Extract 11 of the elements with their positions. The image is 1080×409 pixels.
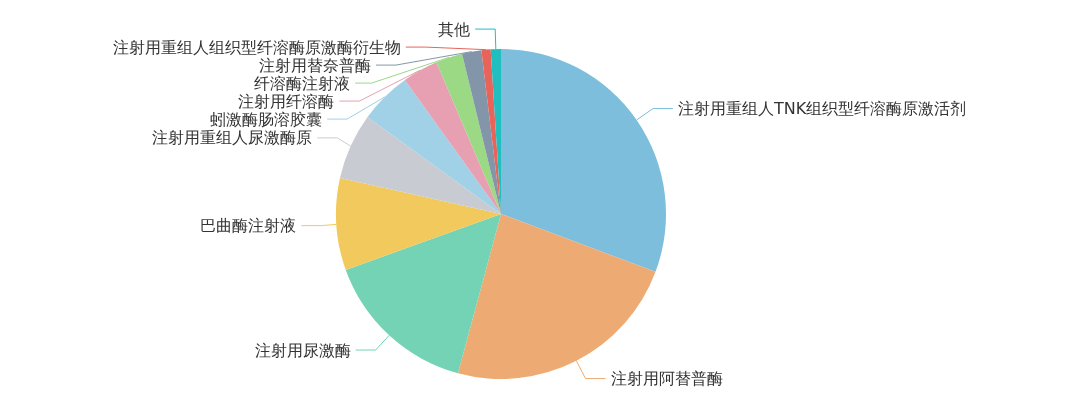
slice-label: 注射用替奈普酶 xyxy=(258,55,371,75)
slice-label: 注射用阿替普酶 xyxy=(610,369,723,389)
slice-label: 蚓激酶肠溶胶囊 xyxy=(210,109,323,129)
slice-label: 巴曲酶注射液 xyxy=(200,216,297,236)
slice-label: 注射用纤溶酶 xyxy=(238,91,335,111)
slice-label: 其他 xyxy=(438,19,471,39)
slice-label: 注射用重组人组织型纤溶酶原激酶衍生物 xyxy=(112,37,401,57)
slice-label: 注射用重组人尿激酶原 xyxy=(152,128,313,148)
slice-label: 注射用重组人TNK组织型纤溶酶原激活剂 xyxy=(678,99,967,119)
slice-label: 注射用尿激酶 xyxy=(254,340,351,360)
slice-label: 纤溶酶注射液 xyxy=(254,73,351,93)
